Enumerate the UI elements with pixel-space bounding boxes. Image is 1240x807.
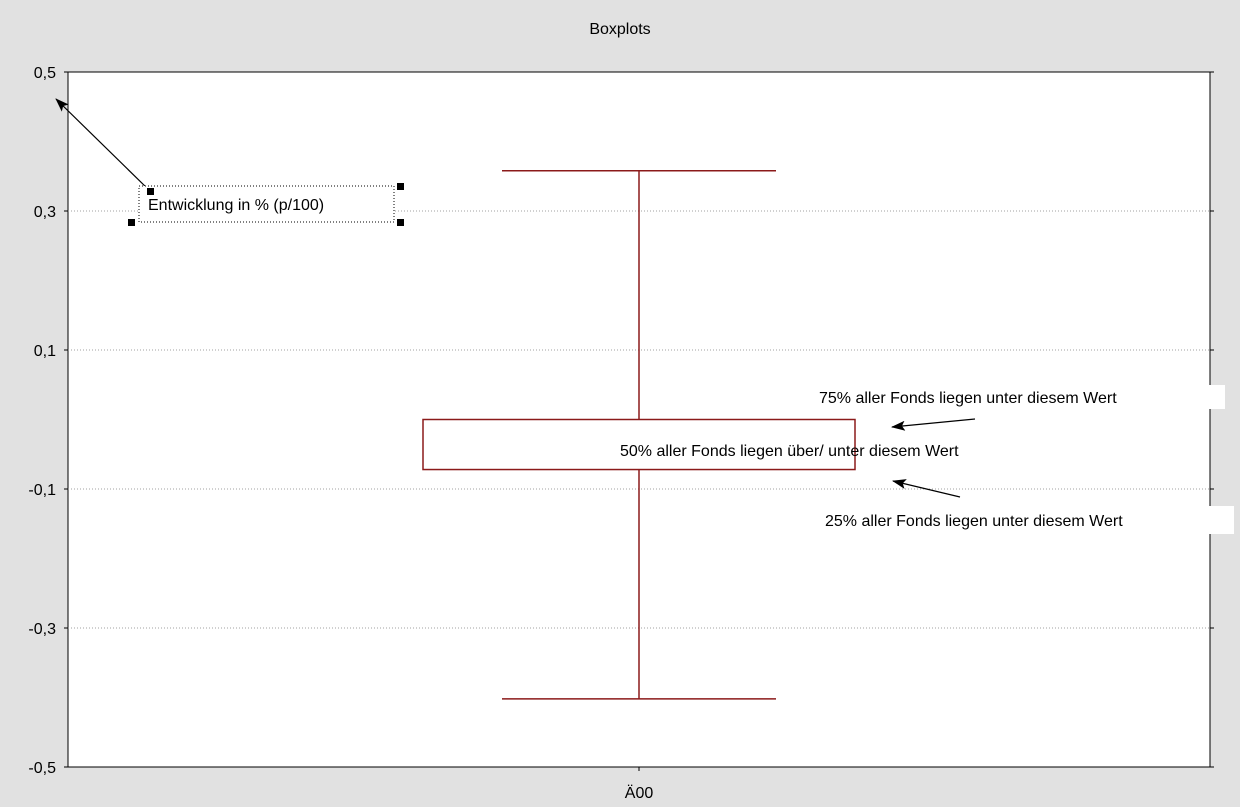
y-tick-label: -0,3 <box>28 621 56 638</box>
y-tick-label: -0,5 <box>28 760 56 777</box>
x-category-label: Ä00 <box>625 784 654 802</box>
y-tick-label: 0,1 <box>34 343 56 360</box>
selection-handle[interactable] <box>147 188 154 195</box>
q1-note: 25% aller Fonds liegen unter diesem Wert <box>821 479 1234 534</box>
y-tick-label: 0,5 <box>34 65 56 82</box>
y-axis-note-arrow <box>55 98 151 192</box>
q1-note-text: 25% aller Fonds liegen unter diesem Wert <box>825 513 1123 530</box>
median-note-text: 50% aller Fonds liegen über/ unter diese… <box>620 443 959 460</box>
q3-note-arrow <box>891 418 976 431</box>
interquartile-box <box>422 418 856 471</box>
y-axis-note[interactable]: Entwicklung in % (p/100) <box>55 98 404 226</box>
q3-note-box <box>815 385 1225 409</box>
selection-handle[interactable] <box>397 183 404 190</box>
y-axis-note-box <box>138 185 395 223</box>
y-axis-note-text: Entwicklung in % (p/100) <box>148 197 324 214</box>
q1-note-arrow <box>892 479 961 498</box>
selection-handle[interactable] <box>397 219 404 226</box>
q1-note-box <box>821 506 1234 534</box>
y-tick-label: 0,3 <box>34 204 56 221</box>
box-plot-series <box>422 169 856 700</box>
chart-title: Boxplots <box>589 21 650 38</box>
q3-note: 75% aller Fonds liegen unter diesem Wert <box>815 385 1225 431</box>
y-tick-label: -0,1 <box>28 482 56 499</box>
median-note: 50% aller Fonds liegen über/ unter diese… <box>620 443 959 460</box>
selection-handle[interactable] <box>128 219 135 226</box>
q3-note-text: 75% aller Fonds liegen unter diesem Wert <box>819 390 1117 407</box>
y-axis-ticks: 0,5 0,3 0,1 -0,1 -0,3 -0,5 <box>28 65 1214 777</box>
